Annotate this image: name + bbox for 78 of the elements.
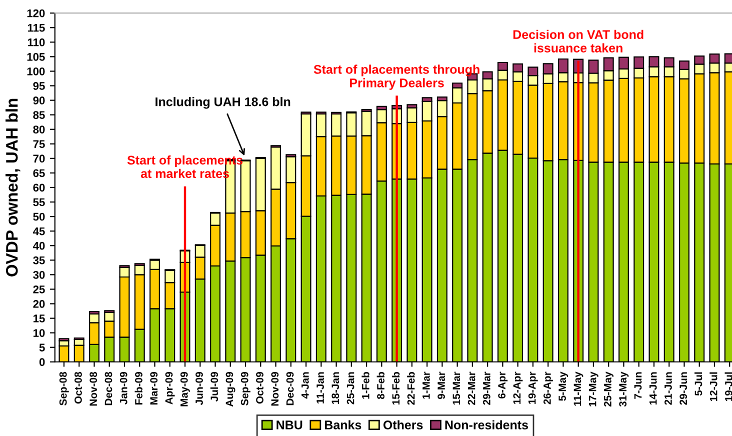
x-tick-label: 18-Jan <box>332 372 340 404</box>
legend-label: Non-residents <box>445 420 528 430</box>
x-tick-label: Mar-09 <box>150 372 158 404</box>
x-tick-label: 29-Jun <box>680 372 688 405</box>
x-tick-label: Jul-09 <box>210 372 218 402</box>
y-tick-label: 55 <box>33 198 45 206</box>
y-tick-label: 95 <box>33 82 45 90</box>
x-tick-label: 5-May <box>558 372 568 401</box>
x-tick-label: 19-Jul <box>724 372 732 402</box>
y-tick-label: 115 <box>28 24 45 32</box>
x-tick-label: Jan-09 <box>120 372 128 404</box>
x-tick-label: Dec-09 <box>286 372 294 406</box>
x-tick-label: 15-Feb <box>392 372 400 405</box>
x-tick-label: Feb-09 <box>134 372 142 404</box>
y-tick-label: 110 <box>28 38 45 46</box>
x-tick-label: 5-Jul <box>694 372 702 396</box>
x-tick-label: Dec-08 <box>104 372 112 406</box>
legend-label: NBU <box>276 420 302 430</box>
x-tick-label: Sep-08 <box>59 372 69 406</box>
y-tick-label: 100 <box>27 67 45 76</box>
x-tick-label: 31-May <box>619 372 629 407</box>
y-tick-label: 70 <box>33 154 45 163</box>
y-tick-label: 0 <box>39 358 45 366</box>
x-tick-label: May-09 <box>180 372 190 406</box>
x-tick-label: 15-Mar <box>452 372 460 405</box>
x-tick-label: 22-Feb <box>407 372 415 405</box>
y-tick-label: 25 <box>33 285 45 294</box>
x-tick-label: 11-May <box>574 372 584 406</box>
x-tick-label: Sep-09 <box>240 372 250 406</box>
x-tick-label: Aug-09 <box>226 372 236 407</box>
y-tick-label: 80 <box>33 126 45 134</box>
y-tick-label: 120 <box>27 9 45 18</box>
x-tick-label: 7-Jun <box>634 372 642 399</box>
x-tick-label: 22-Mar <box>468 372 476 405</box>
x-tick-label: 12-Apr <box>513 372 523 404</box>
x-tick-label: 14-Jun <box>649 372 657 405</box>
x-tick-label: Nov-09 <box>271 372 279 406</box>
y-tick-label: 50 <box>33 212 45 221</box>
ref-line-label: Decision on VAT bond issuance taken <box>513 30 644 52</box>
x-tick-label: 12-Jul <box>710 372 718 402</box>
x-tick-label: 6-Apr <box>498 372 508 398</box>
y-tick-label: 85 <box>33 111 45 119</box>
x-tick-label: 25-Jan <box>346 372 354 404</box>
x-tick-label: 11-Jan <box>316 372 324 404</box>
x-tick-label: 4-Jan <box>302 372 309 399</box>
x-tick-label: 17-May <box>588 372 598 406</box>
x-tick-label: Oct-09 <box>256 372 264 404</box>
y-tick-label: 5 <box>39 344 45 352</box>
legend-label: Others <box>383 420 423 430</box>
x-tick-label: Nov-08 <box>90 372 98 406</box>
x-tick-label: 19-Apr <box>528 372 538 404</box>
y-tick-label: 20 <box>33 300 45 308</box>
x-tick-label: Oct-08 <box>74 372 82 404</box>
y-tick-label: 65 <box>33 169 45 178</box>
x-tick-label: 29-Mar <box>482 372 490 405</box>
annotation: Including UAH 18.6 bln <box>156 97 290 109</box>
x-tick-label: Apr-09 <box>165 372 175 404</box>
y-tick-label: 75 <box>33 140 45 148</box>
y-tick-label: 35 <box>33 256 45 264</box>
y-tick-label: 15 <box>34 314 45 322</box>
x-tick-label: 8-Feb <box>376 372 384 400</box>
y-tick-label: 90 <box>33 96 45 104</box>
x-tick-label: Jun-09 <box>196 372 203 406</box>
y-tick-label: 60 <box>33 184 45 192</box>
y-axis-title: OVDP owned, UAH bln <box>6 98 20 276</box>
y-tick-label: 40 <box>32 242 45 250</box>
x-tick-label: 1-Feb <box>362 372 370 399</box>
y-tick-label: 105 <box>27 52 45 61</box>
x-tick-label: 26-Apr <box>543 372 553 404</box>
y-tick-label: 10 <box>34 329 45 337</box>
y-tick-label: 45 <box>32 227 45 236</box>
x-tick-label: 9-Mar <box>438 372 445 400</box>
x-tick-label: 1-Mar <box>422 372 430 399</box>
x-tick-label: 25-May <box>604 372 614 407</box>
y-tick-label: 30 <box>33 270 45 279</box>
ref-line-label: Start of placements through Primary Dealers <box>314 64 480 90</box>
legend-label: Banks <box>324 420 362 430</box>
x-tick-label: 21-Jun <box>664 372 672 405</box>
